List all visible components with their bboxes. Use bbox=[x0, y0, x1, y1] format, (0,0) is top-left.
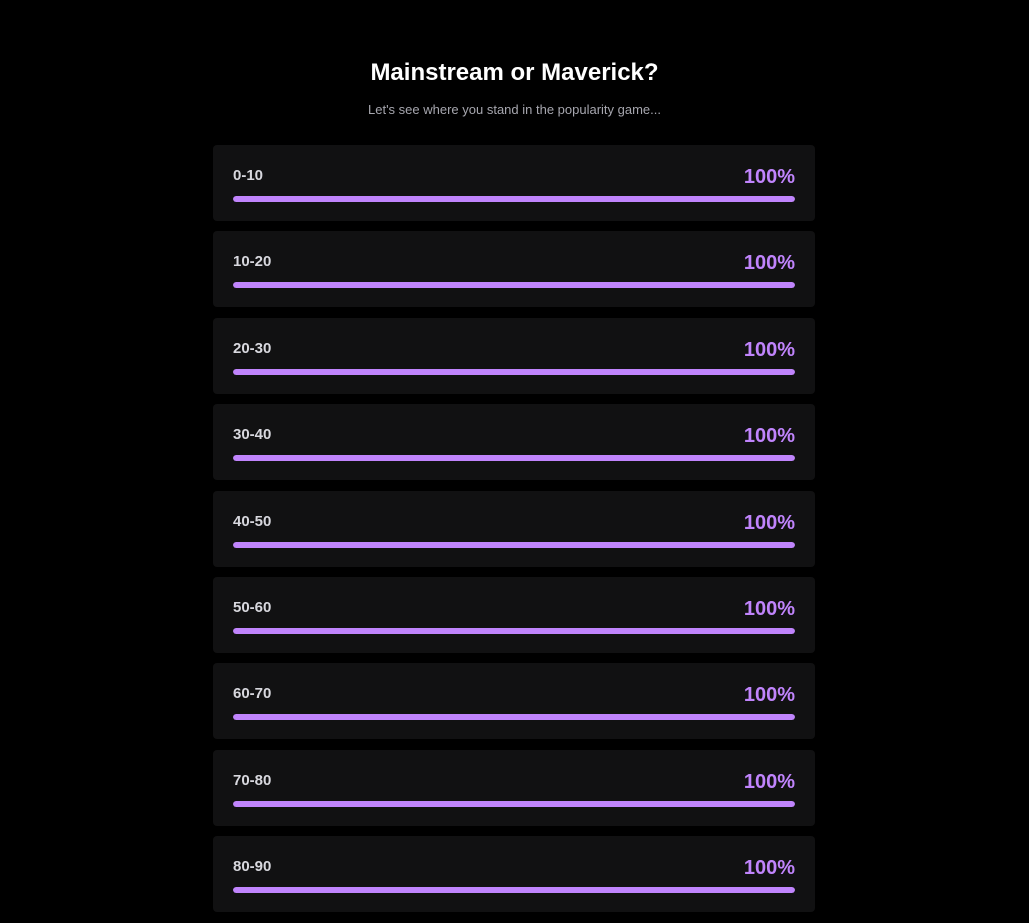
range-label: 40-50 bbox=[233, 512, 272, 530]
range-label: 30-40 bbox=[233, 426, 272, 444]
range-card-60-70: 60-70 100% bbox=[213, 663, 815, 740]
range-card-80-90: 80-90 100% bbox=[213, 836, 815, 913]
range-percent: 100% bbox=[743, 684, 795, 707]
range-percent: 100% bbox=[743, 770, 795, 793]
progress-bar-fill bbox=[233, 627, 795, 634]
progress-bar bbox=[233, 541, 795, 548]
range-card-0-10: 0-10 100% bbox=[213, 145, 815, 221]
range-card-70-80: 70-80 100% bbox=[213, 749, 815, 826]
range-card-40-50: 40-50 100% bbox=[213, 490, 815, 567]
range-card-50-60: 50-60 100% bbox=[213, 576, 815, 653]
range-percent: 100% bbox=[743, 857, 795, 880]
progress-bar-fill bbox=[233, 714, 795, 721]
progress-bar bbox=[233, 627, 795, 634]
range-percent: 100% bbox=[743, 338, 795, 361]
range-card-30-40: 30-40 100% bbox=[213, 404, 815, 481]
progress-bar-fill bbox=[233, 282, 795, 289]
progress-bar bbox=[233, 887, 795, 894]
progress-bar-fill bbox=[233, 368, 795, 375]
progress-bar-fill bbox=[233, 541, 795, 548]
range-percent: 100% bbox=[743, 425, 795, 448]
progress-bar bbox=[233, 455, 795, 462]
popularity-range-list: 0-10 100% 10-20 100% 20-30 100% 30-40 10… bbox=[213, 145, 815, 923]
range-label: 50-60 bbox=[233, 598, 272, 616]
progress-bar-fill bbox=[233, 455, 795, 462]
range-percent: 100% bbox=[743, 511, 795, 534]
page-subtitle: Let's see where you stand in the popular… bbox=[368, 102, 661, 117]
progress-bar-fill bbox=[233, 887, 795, 894]
progress-bar-fill bbox=[233, 800, 795, 807]
progress-bar bbox=[233, 368, 795, 375]
range-card-10-20: 10-20 100% bbox=[213, 231, 815, 308]
progress-bar-fill bbox=[233, 196, 795, 202]
range-percent: 100% bbox=[743, 597, 795, 620]
page-title: Mainstream or Maverick? bbox=[370, 59, 659, 86]
progress-bar bbox=[233, 714, 795, 721]
range-label: 20-30 bbox=[233, 339, 272, 357]
range-label: 10-20 bbox=[233, 253, 272, 271]
progress-bar bbox=[233, 800, 795, 807]
range-card-20-30: 20-30 100% bbox=[213, 317, 815, 394]
range-percent: 100% bbox=[743, 252, 795, 275]
progress-bar bbox=[233, 196, 795, 202]
range-label: 70-80 bbox=[233, 771, 272, 789]
progress-bar bbox=[233, 282, 795, 289]
range-label: 0-10 bbox=[233, 167, 264, 184]
range-label: 80-90 bbox=[233, 858, 272, 876]
range-label: 60-70 bbox=[233, 685, 272, 703]
range-percent: 100% bbox=[743, 166, 795, 188]
